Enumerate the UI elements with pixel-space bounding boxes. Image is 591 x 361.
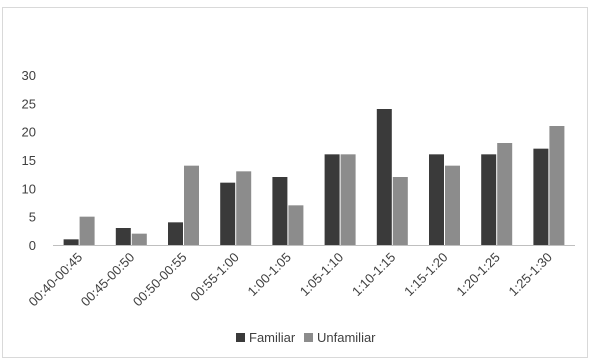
y-tick-label: 15: [22, 153, 36, 168]
y-tick-label: 10: [22, 181, 36, 196]
x-tick-label: 00:40-00:45: [26, 250, 86, 310]
x-tick-label: 1:20-1:25: [453, 250, 502, 299]
bar-unfamiliar-9: [549, 126, 565, 245]
x-tick-label: 1:25-1:30: [506, 250, 555, 299]
x-tick-label: 00:55-1:00: [187, 250, 242, 305]
bar-unfamiliar-0: [79, 216, 95, 245]
bar-unfamiliar-2: [184, 165, 199, 245]
x-tick-label: 1:15-1:20: [401, 250, 450, 299]
legend-label-familiar: Familiar: [249, 330, 296, 345]
bars: [63, 109, 565, 245]
bar-familiar-3: [220, 182, 236, 245]
bar-familiar-7: [429, 154, 444, 245]
bar-unfamiliar-8: [497, 143, 513, 245]
bar-familiar-5: [324, 154, 340, 245]
bar-familiar-6: [376, 109, 392, 245]
x-tick-labels: 00:40-00:4500:45-00:5000:50-00:5500:55-1…: [26, 250, 555, 310]
bar-unfamiliar-3: [236, 171, 252, 245]
bar-familiar-4: [272, 177, 288, 245]
y-tick-label: 25: [22, 96, 36, 111]
x-tick-label: 00:45-00:50: [78, 250, 138, 310]
bar-unfamiliar-5: [340, 154, 356, 245]
x-tick-label: 1:10-1:15: [349, 250, 398, 299]
bar-familiar-1: [115, 228, 131, 245]
x-tick-label: 1:05-1:10: [297, 250, 346, 299]
bar-familiar-9: [533, 148, 549, 245]
bar-unfamiliar-1: [131, 233, 147, 245]
x-tick-label: 1:00-1:05: [245, 250, 294, 299]
x-tick-label: 00:50-00:55: [130, 250, 190, 310]
bar-familiar-0: [63, 239, 79, 245]
y-tick-label: 20: [22, 125, 36, 140]
y-tick-label: 0: [29, 238, 36, 253]
bar-unfamiliar-4: [288, 205, 304, 245]
legend-swatch-familiar: [236, 333, 245, 342]
y-tick-labels: 0 5 10 15 20 25 30: [22, 68, 36, 253]
y-tick-label: 30: [22, 68, 36, 83]
bar-familiar-8: [481, 154, 497, 245]
bar-unfamiliar-6: [392, 177, 408, 245]
y-tick-label: 5: [29, 210, 36, 225]
legend: Familiar Unfamiliar: [236, 330, 376, 345]
legend-label-unfamiliar: Unfamiliar: [317, 330, 376, 345]
bar-unfamiliar-7: [445, 165, 460, 245]
bar-familiar-2: [168, 222, 183, 245]
legend-swatch-unfamiliar: [304, 333, 313, 342]
